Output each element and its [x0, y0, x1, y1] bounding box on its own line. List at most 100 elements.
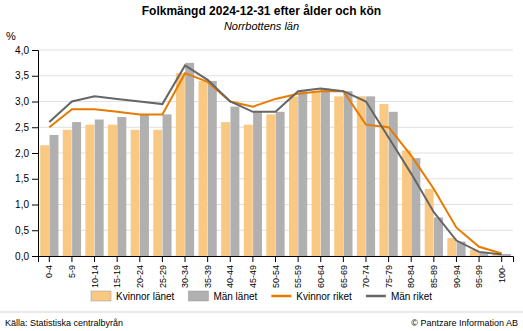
bar-series — [40, 73, 501, 256]
source: Källa: Statistiska centralbyrån — [5, 318, 123, 328]
tick-mark — [320, 256, 321, 262]
tick-label: 20-24 — [135, 265, 145, 288]
tick-label: 10-14 — [90, 265, 100, 288]
tick-label: 2,5 — [15, 122, 29, 133]
tick-mark — [32, 50, 38, 51]
tick: 15-19 — [112, 256, 122, 288]
tick-label: 100- — [497, 265, 507, 283]
bar — [298, 91, 307, 256]
tick-mark — [32, 102, 38, 103]
tick-label: 45-49 — [248, 265, 258, 288]
tick-mark — [207, 256, 208, 262]
tick-mark — [32, 127, 38, 128]
bar — [72, 122, 81, 256]
tick: 40-44 — [225, 256, 235, 288]
tick-label: 1,5 — [15, 173, 29, 184]
tick-mark — [32, 230, 38, 231]
bar — [108, 125, 117, 256]
tick-mark — [230, 256, 231, 262]
bar-series — [49, 63, 510, 256]
legend: Kvinnor länetMän länetKvinnor riketMän r… — [91, 291, 432, 302]
bar — [221, 122, 230, 256]
x-axis: 0-45-910-1415-1920-2425-2930-3435-3940-4… — [39, 256, 514, 288]
tick-label: 95-99 — [474, 265, 484, 288]
grid-line — [38, 50, 513, 51]
tick-label: 70-74 — [361, 265, 371, 288]
tick: 65-69 — [339, 256, 349, 288]
plot: %0,00,51,01,52,02,53,03,54,00-45-910-141… — [6, 30, 514, 288]
tick-mark — [252, 256, 253, 262]
bar — [344, 91, 353, 256]
chart: Folkmängd 2024-12-31 efter ålder och kön… — [0, 0, 523, 331]
tick: 5-9 — [67, 256, 77, 278]
tick-mark — [433, 256, 434, 262]
bar — [411, 158, 420, 256]
tick-mark — [411, 256, 412, 262]
tick-mark — [456, 256, 457, 262]
tick: 90-94 — [452, 256, 462, 288]
bar — [321, 89, 330, 256]
legend-item: Män riket — [366, 291, 432, 302]
marks — [40, 63, 511, 256]
axis-line — [39, 257, 514, 263]
bar — [266, 114, 275, 256]
tick-mark — [298, 256, 299, 262]
legend-swatch — [91, 291, 111, 301]
tick-label: 3,5 — [15, 70, 29, 81]
tick: 4,0 — [15, 45, 38, 56]
tick: 70-74 — [361, 256, 371, 288]
tick-mark — [365, 256, 366, 262]
tick-mark — [32, 179, 38, 180]
bar — [357, 96, 366, 256]
title: Folkmängd 2024-12-31 efter ålder och kön — [142, 4, 381, 18]
axis-line — [32, 51, 39, 257]
tick-mark — [94, 256, 95, 262]
bar — [244, 125, 253, 256]
tick: 1,0 — [15, 199, 38, 210]
tick: 3,0 — [15, 96, 38, 107]
y-axis: 0,00,51,01,52,02,53,03,54,0 — [15, 45, 38, 262]
tick: 75-79 — [384, 256, 394, 288]
tick-mark — [71, 256, 72, 262]
bar — [230, 107, 239, 256]
tick-label: 0,0 — [15, 251, 29, 262]
tick-mark — [501, 256, 502, 262]
tick: 100- — [497, 256, 507, 283]
bar — [95, 120, 104, 256]
bar — [176, 73, 185, 256]
tick-label: 60-64 — [316, 265, 326, 288]
bar — [199, 81, 208, 256]
tick-mark — [388, 256, 389, 262]
tick: 0,0 — [15, 251, 38, 262]
tick-label: 75-79 — [384, 265, 394, 288]
tick-label: 55-59 — [293, 265, 303, 288]
bar — [153, 130, 162, 256]
legend-label: Män riket — [391, 291, 432, 302]
legend-label: Män länet — [213, 291, 257, 302]
tick-label: 50-54 — [271, 265, 281, 288]
tick-mark — [32, 153, 38, 154]
tick-mark — [49, 256, 50, 262]
bar — [140, 114, 149, 256]
tick: 3,5 — [15, 70, 38, 81]
grid — [38, 50, 513, 256]
tick: 50-54 — [271, 256, 281, 288]
bar — [63, 130, 72, 256]
tick-mark — [32, 256, 38, 257]
bar — [334, 96, 343, 256]
grid-line — [38, 101, 513, 102]
bar — [208, 81, 217, 256]
tick: 2,0 — [15, 148, 38, 159]
tick-label: 35-39 — [203, 265, 213, 288]
tick-label: 0-4 — [44, 265, 54, 278]
bar — [289, 96, 298, 256]
tick-mark — [275, 256, 276, 262]
bar — [131, 130, 140, 256]
tick: 2,5 — [15, 122, 38, 133]
tick-label: 1,0 — [15, 199, 29, 210]
footer-rule — [0, 312, 523, 313]
tick: 1,5 — [15, 173, 38, 184]
line — [49, 65, 501, 254]
bar — [312, 91, 321, 256]
tick: 60-64 — [316, 256, 326, 288]
